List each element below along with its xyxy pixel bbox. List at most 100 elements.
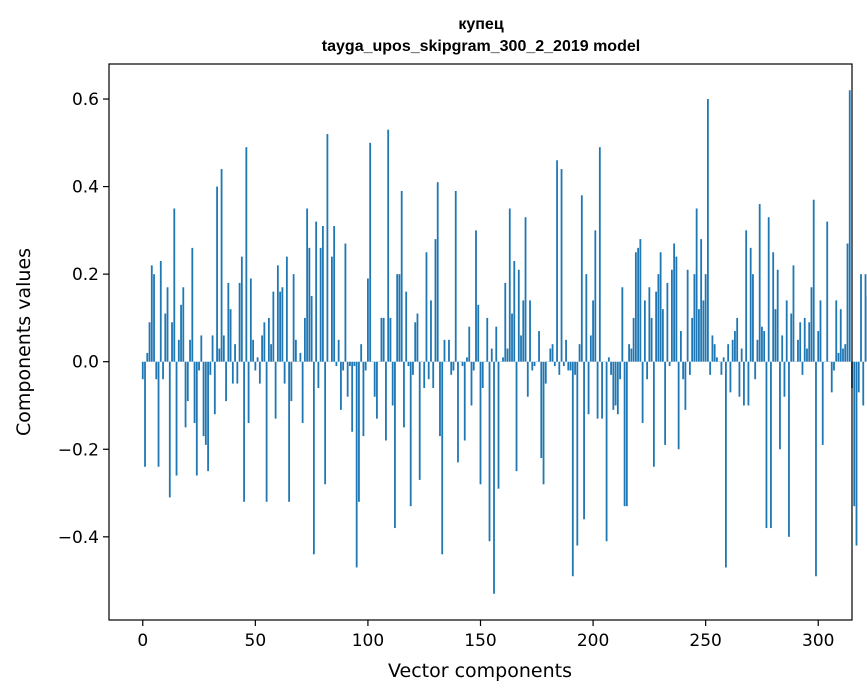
bar-44 [240,256,243,362]
bar-287 [788,361,790,537]
bar-242 [686,269,689,362]
bar-292 [799,322,802,362]
bar-5 [153,274,155,362]
bar-70 [299,352,302,362]
bar-291 [797,339,799,362]
bar-108 [385,361,387,441]
bar-228 [655,291,658,362]
bar-219 [634,252,637,362]
bar-213 [621,287,624,362]
bar-218 [632,317,635,362]
bar-196 [583,361,585,520]
bar-120 [412,361,414,375]
bar-14 [173,208,176,362]
bar-183 [553,361,556,367]
bar-265 [738,361,741,397]
bar-76 [312,361,315,555]
bar-20 [186,361,189,402]
bar-80 [321,225,324,362]
bar-189 [567,361,570,371]
bar-91 [346,361,349,397]
bar-229 [657,274,660,362]
x-tick-label: 300 [802,631,834,651]
bar-151 [481,361,484,388]
bar-37 [225,361,227,402]
bar-47 [247,361,250,423]
bar-112 [394,361,396,529]
bar-157 [495,326,498,362]
bar-158 [497,361,500,489]
bar-276 [763,331,766,362]
bar-114 [398,274,401,362]
bar-259 [725,361,727,568]
bar-107 [382,317,385,362]
bar-149 [477,304,480,362]
bar-297 [810,287,813,362]
bar-116 [403,361,405,428]
bar-134 [443,339,446,362]
bar-73 [306,208,309,362]
bar-304 [826,221,829,362]
bar-235 [670,269,673,362]
bar-194 [578,344,581,362]
bar-187 [562,361,565,367]
bar-126 [425,252,428,362]
bar-144 [466,357,468,362]
bar-2 [146,352,149,362]
bar-249 [702,300,705,362]
bar-277 [765,361,768,529]
bar-220 [637,247,640,362]
plot-frame [108,63,853,621]
bar-148 [475,230,477,362]
bar-66 [290,361,293,402]
bar-59 [274,361,277,419]
bar-211 [616,361,619,415]
bar-163 [508,208,511,362]
bar-51 [256,357,259,362]
bar-260 [727,344,730,362]
bar-130 [434,239,437,362]
bar-221 [639,239,642,362]
bar-168 [520,335,522,362]
bar-283 [779,361,781,450]
y-tick-label: 0.4 [72,178,99,198]
bar-224 [646,361,649,380]
bar-236 [673,243,676,362]
bar-209 [612,361,615,410]
bar-67 [292,274,295,362]
bar-165 [513,261,516,362]
bar-245 [693,274,696,362]
y-axis-ticks: −0.4 −0.2 0.0 0.2 0.4 0.6 [58,90,109,548]
bar-240 [682,361,685,380]
bar-133 [441,361,444,555]
bar-284 [781,335,784,362]
bar-17 [180,304,182,362]
bar-181 [549,348,552,362]
bar-160 [502,357,504,362]
bar-22 [191,247,194,362]
bar-294 [803,317,806,362]
bar-167 [517,269,520,362]
bar-26 [200,335,203,362]
bar-253 [711,335,714,362]
bar-313 [846,243,849,362]
bar-184 [556,160,558,362]
bar-77 [315,221,318,362]
y-tick-label: −0.2 [58,440,99,460]
bar-216 [628,344,630,362]
bar-191 [571,361,574,577]
x-axis-label: Vector components [388,660,572,682]
bar-113 [396,274,399,362]
x-axis-ticks: 0 50 100 150 200 250 300 [137,620,834,651]
bar-199 [589,335,592,362]
bar-238 [677,361,680,450]
bar-31 [211,335,214,362]
bar-226 [650,317,653,362]
bar-110 [389,317,392,362]
y-tick-label: −0.4 [58,528,99,548]
bar-145 [468,326,471,362]
bar-243 [688,361,691,375]
bar-192 [574,361,576,375]
y-tick-label: 0.6 [72,90,99,110]
bar-56 [267,317,270,362]
